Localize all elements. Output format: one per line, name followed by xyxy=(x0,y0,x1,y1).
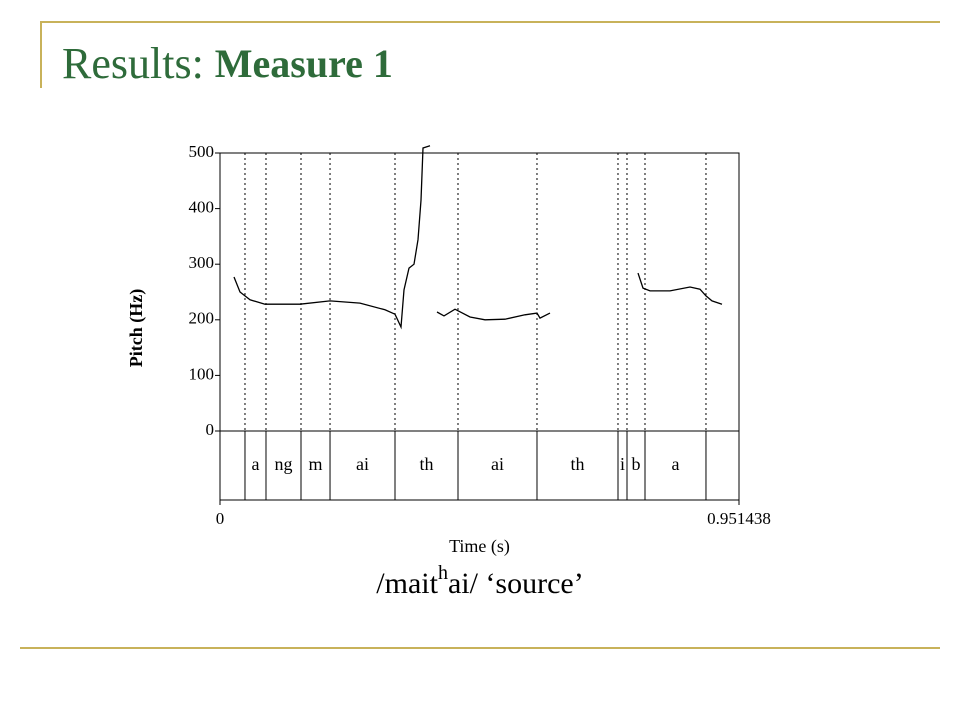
caption: /maithai/ ‘source’ xyxy=(376,562,583,600)
y-tick-label: 100 xyxy=(189,364,215,383)
caption-part: /mait xyxy=(376,567,438,600)
y-axis-label: Pitch (Hz) xyxy=(126,289,147,367)
y-tick-label: 300 xyxy=(189,253,215,272)
segment-label: a xyxy=(671,454,679,474)
segment-label: b xyxy=(631,454,640,474)
segment-label: th xyxy=(570,454,584,474)
y-tick-label: 400 xyxy=(189,198,215,217)
segment-label: th xyxy=(419,454,433,474)
x-tick-label: 0.951438 xyxy=(707,509,771,528)
segment-label: i xyxy=(620,454,625,474)
caption-part: ‘source’ xyxy=(485,567,583,600)
chart: 0 100 200 300 400 500 0 0.951438 Time (s) Pitch (… xyxy=(126,142,771,557)
segment-label: m xyxy=(309,454,323,474)
caption-part: ai/ xyxy=(448,567,479,600)
title-part: Results: xyxy=(62,39,204,88)
pitch-line xyxy=(233,145,723,330)
segment-label: a xyxy=(251,454,259,474)
title-part: Measure 1 xyxy=(215,41,393,86)
y-tick-label: 0 xyxy=(206,420,215,439)
y-tick-label: 200 xyxy=(189,309,215,328)
x-tick-label: 0 xyxy=(216,509,225,528)
segment-label: ai xyxy=(356,454,369,474)
slide-title: Results: Measure 1 xyxy=(62,39,393,88)
caption-part: h xyxy=(438,562,448,584)
x-axis-label: Time (s) xyxy=(449,536,510,557)
plot-frame xyxy=(219,152,740,501)
segment-label: ai xyxy=(491,454,504,474)
y-tick-label: 500 xyxy=(189,142,215,161)
segment-label: ng xyxy=(274,454,292,474)
